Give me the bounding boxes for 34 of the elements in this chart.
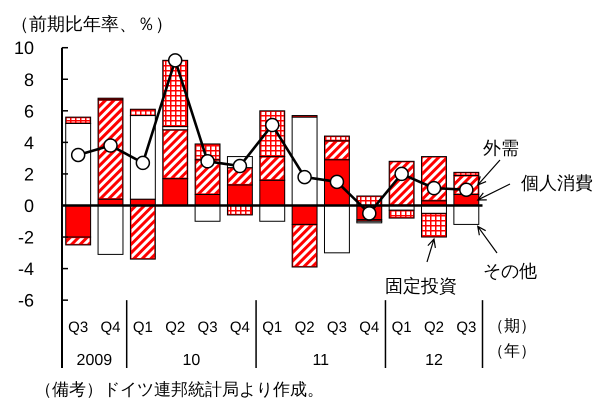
x-tick: Q4 <box>359 319 380 336</box>
y-tick: -2 <box>18 228 34 248</box>
y-tick: -4 <box>18 259 34 280</box>
y-tick: 10 <box>14 38 34 58</box>
series-label: 固定投資 <box>385 276 457 296</box>
x-tick: Q4 <box>230 319 250 336</box>
x-tick: Q3 <box>68 319 88 336</box>
y-tick: -6 <box>18 290 34 311</box>
x-group: 10 <box>182 352 200 369</box>
x-tick: Q3 <box>326 319 347 336</box>
x-group: 11 <box>312 352 330 369</box>
x-tick: Q1 <box>132 319 153 336</box>
x-tick: Q4 <box>100 319 121 336</box>
x-tick: Q2 <box>165 319 186 336</box>
x-group: 12 <box>425 352 443 369</box>
x-tick: Q1 <box>392 319 412 336</box>
x-tick: Q1 <box>262 319 282 336</box>
y-tick: 6 <box>24 101 34 122</box>
series-label: 外需 <box>483 138 519 158</box>
note: （備考）ドイツ連邦統計局より作成。 <box>35 380 324 399</box>
x-group-label: （年） <box>488 343 536 360</box>
y-tick: 2 <box>24 164 34 184</box>
series-label: その他 <box>483 261 537 281</box>
x-label: （期） <box>488 318 536 335</box>
x-tick: Q2 <box>424 319 444 336</box>
x-group: 2009 <box>76 352 112 369</box>
y-tick: 4 <box>24 132 34 153</box>
series-label: 個人消費 <box>521 173 593 193</box>
x-tick: Q3 <box>198 319 218 336</box>
y-tick: 0 <box>24 196 34 216</box>
y-label: （前期比年率、％） <box>11 14 173 34</box>
x-tick: Q3 <box>456 319 476 336</box>
y-tick: 8 <box>24 70 34 90</box>
x-tick: Q2 <box>294 319 315 336</box>
